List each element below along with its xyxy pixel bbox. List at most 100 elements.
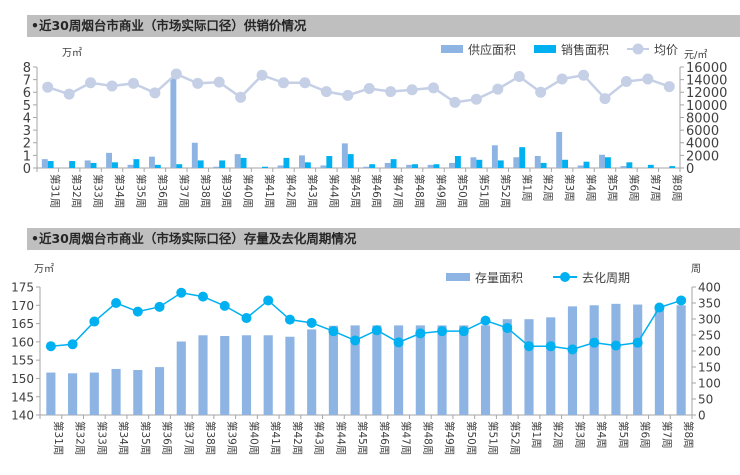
left-axis-tick-label: 4: [23, 111, 31, 126]
bar-b: [240, 157, 247, 168]
bar-a: [198, 335, 208, 415]
x-axis-tick-label: 第49周: [443, 421, 456, 455]
left-axis-unit: 万㎡: [62, 47, 82, 59]
bar-a: [363, 166, 370, 168]
x-axis-tick-label: 第4周: [595, 421, 608, 449]
line-point: [620, 76, 632, 88]
bar-a: [589, 305, 599, 415]
line-point: [235, 91, 247, 103]
bar-b: [604, 157, 611, 168]
left-axis-tick-label: 3: [23, 124, 31, 139]
x-axis-tick-label: 第7周: [649, 174, 662, 202]
x-axis-tick-label: 第45周: [356, 421, 369, 455]
bar-b: [262, 166, 268, 168]
line-point: [89, 316, 100, 327]
right-axis-tick-label: 0: [698, 409, 706, 423]
bar-b: [304, 162, 311, 168]
supply-sales-price-chart: 012345678万㎡02000400060008000100001200014…: [23, 42, 728, 208]
bar-a: [480, 325, 491, 415]
x-axis-tick-label: 第46周: [370, 174, 383, 208]
line-point: [241, 313, 252, 324]
bar-a: [350, 325, 360, 415]
bar-b: [562, 159, 569, 168]
right-axis-tick-label: 12000: [686, 86, 727, 101]
bar-a: [599, 154, 605, 168]
line-point: [45, 341, 56, 352]
right-axis-tick-label: 100: [698, 377, 721, 391]
x-axis-tick-label: 第38周: [204, 421, 217, 455]
x-axis-tick-label: 第48周: [413, 174, 426, 208]
line-point: [449, 96, 461, 108]
x-axis-tick-label: 第40周: [242, 174, 255, 208]
left-axis-tick-label: 0: [23, 162, 31, 177]
x-axis-tick-label: 第39周: [220, 174, 233, 208]
line-point: [127, 77, 139, 89]
line-point: [176, 287, 187, 298]
bar-a: [133, 370, 143, 415]
x-axis-tick-label: 第47周: [400, 421, 413, 455]
bar-a: [41, 159, 48, 168]
bar-b: [433, 164, 440, 168]
line-point: [492, 83, 504, 95]
bar-a: [513, 157, 520, 168]
legend-label: 供应面积: [468, 42, 516, 57]
x-axis-tick-label: 第52周: [508, 421, 521, 455]
legend-label: 均价: [654, 43, 678, 57]
bar-b: [540, 162, 547, 168]
bar-a: [437, 325, 447, 415]
x-axis-tick-label: 第4周: [585, 174, 598, 202]
line-point: [654, 302, 665, 313]
line-point: [198, 291, 208, 302]
x-axis-tick-label: 第42周: [291, 421, 304, 455]
right-axis-unit: 周: [691, 263, 701, 275]
bar-a: [556, 132, 563, 168]
x-axis-tick-label: 第44周: [334, 421, 347, 455]
line-point: [632, 337, 643, 348]
right-axis-tick-label: 14000: [686, 74, 727, 89]
x-axis-tick-label: 第35周: [134, 174, 147, 208]
left-axis-tick-label: 155: [11, 354, 34, 368]
line-point: [589, 337, 600, 348]
bar-a: [341, 143, 348, 168]
right-axis-tick-label: 200: [698, 345, 721, 359]
bar-a: [406, 164, 413, 168]
line-point: [524, 341, 534, 352]
x-axis-tick-label: 第50周: [456, 174, 469, 208]
bar-a: [502, 319, 512, 415]
right-axis-tick-label: 250: [698, 329, 721, 343]
x-axis-tick-label: 第37周: [182, 421, 195, 455]
bar-b: [69, 161, 76, 168]
x-axis-tick-label: 第38周: [199, 174, 212, 208]
line-point: [213, 76, 225, 88]
left-axis-tick-label: 150: [11, 372, 34, 386]
line-point: [663, 81, 675, 93]
x-axis-tick-label: 第33周: [95, 421, 108, 455]
line-point: [284, 314, 295, 325]
left-axis-tick-label: 160: [11, 335, 34, 349]
x-axis-tick-label: 第34周: [117, 421, 130, 455]
line-point: [371, 325, 382, 336]
bar-a: [534, 156, 541, 168]
bar-a: [84, 160, 91, 168]
bar-a: [299, 155, 305, 168]
bar-a: [676, 305, 686, 415]
legend-marker: [560, 272, 570, 282]
x-axis-tick-label: 第6周: [627, 174, 640, 202]
bar-a: [470, 157, 477, 168]
line-point: [535, 86, 547, 98]
line-point: [328, 326, 339, 337]
x-axis-tick-label: 第37周: [177, 174, 190, 208]
left-axis-tick-label: 7: [23, 74, 31, 89]
right-axis-tick-label: 50: [698, 393, 713, 407]
right-axis-tick-label: 2000: [686, 149, 719, 164]
line-point: [556, 73, 568, 85]
line-point: [458, 326, 469, 337]
x-axis-tick-label: 第43周: [313, 421, 326, 455]
x-axis-tick-label: 第5周: [606, 174, 619, 202]
bar-a: [263, 335, 273, 415]
line-point: [385, 86, 397, 98]
line-series: [50, 291, 682, 351]
bar-a: [285, 336, 295, 415]
bar-b: [583, 161, 590, 168]
